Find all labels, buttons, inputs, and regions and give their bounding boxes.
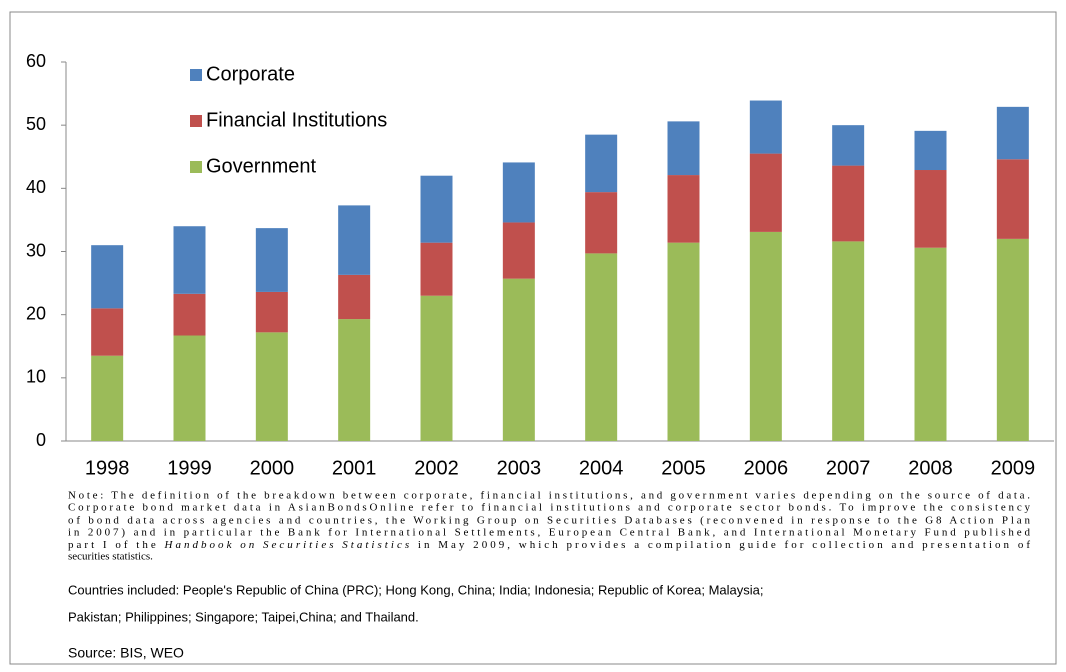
y-tick-label: 10	[26, 367, 46, 387]
bar-segment	[420, 242, 453, 296]
bar-segment	[420, 175, 453, 243]
bar-segment	[173, 293, 206, 336]
note-part: Handbook on Securities Statistics	[164, 539, 410, 551]
bar-segment	[585, 134, 618, 193]
x-tick-label: 1999	[167, 457, 212, 479]
x-tick-label: 2004	[579, 457, 624, 479]
x-tick-label: 2007	[826, 457, 871, 479]
bar-segment	[255, 228, 288, 292]
x-tick-label: 2000	[250, 457, 295, 479]
x-tick-label: 2002	[414, 457, 459, 479]
bar-segment	[667, 175, 700, 243]
bar-segment	[420, 295, 453, 441]
x-tick-label: 2001	[332, 457, 377, 479]
bar-segment	[914, 130, 947, 171]
bar-segment	[749, 231, 782, 441]
source: Source: BIS, WEO	[68, 645, 184, 661]
bar-segment	[91, 245, 124, 309]
x-tick-label: 2008	[908, 457, 953, 479]
bar-segment	[996, 159, 1029, 239]
legend-label: Government	[206, 155, 316, 177]
legend-swatch	[190, 161, 202, 173]
note-line: in 2007) and in particular the Bank for …	[68, 527, 1030, 539]
bar-segment	[749, 153, 782, 232]
bar-segment	[914, 247, 947, 441]
bar-segment	[996, 106, 1029, 160]
x-tick-label: 2009	[991, 457, 1036, 479]
y-tick-label: 30	[26, 240, 46, 260]
countries: Countries included: People's Republic of…	[68, 582, 763, 597]
x-tick-label: 1998	[85, 457, 130, 479]
bar-segment	[832, 165, 865, 242]
bar-segment	[255, 291, 288, 333]
bar-segment	[173, 226, 206, 294]
note-line: part I of the Handbook on Securities Sta…	[68, 539, 1030, 551]
x-tick-label: 2003	[497, 457, 542, 479]
legend-label: Corporate	[206, 63, 295, 85]
bar-segment	[91, 308, 124, 356]
countries: Pakistan; Philippines; Singapore; Taipei…	[68, 609, 419, 624]
bar-segment	[585, 192, 618, 254]
bar-segment	[338, 274, 371, 320]
bar-segment	[91, 355, 124, 441]
bar-segment	[667, 121, 700, 176]
bar-segment	[502, 278, 535, 441]
legend-label: Financial Institutions	[206, 109, 387, 131]
legend-swatch	[190, 69, 202, 81]
note-part: part I of the	[68, 539, 162, 551]
y-tick-label: 40	[26, 177, 46, 197]
bar-segment	[585, 253, 618, 441]
bar-segment	[914, 170, 947, 248]
bar-segment	[255, 332, 288, 441]
legend-swatch	[190, 115, 202, 127]
bar-segment	[502, 162, 535, 223]
bar-segment	[996, 238, 1029, 441]
y-tick-label: 50	[26, 114, 46, 134]
x-tick-label: 2006	[744, 457, 789, 479]
bar-segment	[338, 205, 371, 275]
note-line: securities statistics.	[68, 551, 153, 563]
note-line: of bond data across agencies and countri…	[68, 515, 1031, 527]
bar-segment	[338, 319, 371, 441]
y-tick-label: 0	[36, 430, 46, 450]
bar-segment	[502, 222, 535, 279]
bar-segment	[173, 335, 206, 441]
y-tick-label: 60	[26, 51, 46, 71]
x-tick-label: 2005	[661, 457, 706, 479]
bar-segment	[832, 241, 865, 441]
bar-segment	[667, 242, 700, 441]
y-tick-label: 20	[26, 303, 46, 323]
bar-segment	[832, 125, 865, 166]
bar-segment	[749, 100, 782, 154]
